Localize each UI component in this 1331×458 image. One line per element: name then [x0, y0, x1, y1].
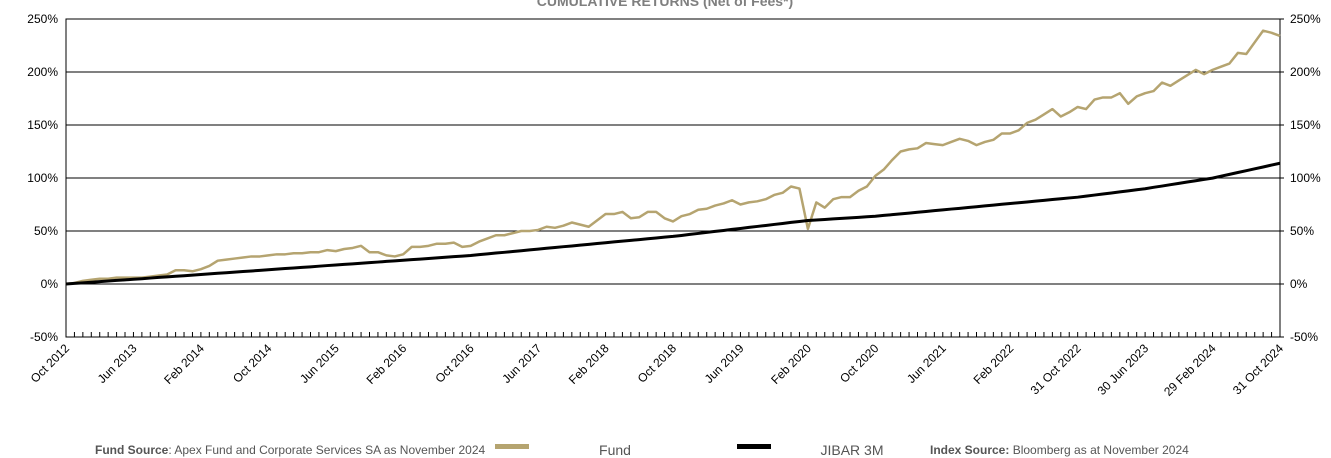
x-tick-label: Jun 2015 [297, 341, 342, 386]
y-tick-label: 100% [27, 171, 58, 185]
x-tick-label: Feb 2020 [768, 341, 814, 387]
y2-tick-label: 250% [1290, 12, 1321, 26]
fund-source-label: Fund Source [95, 443, 169, 457]
x-tick-label: Jun 2013 [95, 341, 140, 386]
x-tick-label: 31 Oct 2022 [1028, 341, 1084, 397]
x-tick-label: Feb 2022 [971, 341, 1017, 387]
legend-label: Fund [599, 442, 631, 458]
y2-tick-label: 100% [1290, 171, 1321, 185]
y-tick-label: 0% [41, 277, 59, 291]
y2-tick-label: 0% [1290, 277, 1308, 291]
x-tick-label: Oct 2014 [230, 341, 275, 386]
index-source-text: Bloomberg as at November 2024 [1009, 443, 1189, 457]
x-tick-label: Jun 2019 [702, 341, 747, 386]
y2-tick-label: 200% [1290, 65, 1321, 79]
legend-swatch [495, 444, 529, 449]
x-tick-label: 31 Oct 2024 [1230, 341, 1286, 397]
x-tick-label: Jun 2017 [499, 341, 544, 386]
y2-tick-label: 150% [1290, 118, 1321, 132]
x-tick-label: Feb 2018 [566, 341, 612, 387]
series-line [65, 161, 1281, 286]
y-tick-label: 200% [27, 65, 58, 79]
series-line [65, 29, 1281, 286]
x-tick-label: Feb 2014 [161, 341, 207, 387]
x-tick-label: Oct 2020 [837, 341, 882, 386]
index-source: Index Source: Bloomberg as at November 2… [930, 443, 1189, 457]
chart-title: CUMULATIVE RETURNS (Net of Fees*) [537, 0, 793, 9]
fund-source: Fund Source: Apex Fund and Corporate Ser… [95, 443, 486, 457]
y2-tick-label: -50% [1290, 330, 1318, 344]
legend-swatch [737, 444, 771, 449]
x-tick-label: 29 Feb 2024 [1161, 341, 1219, 399]
y-tick-label: 50% [34, 224, 58, 238]
x-tick-label: 30 Jun 2023 [1095, 341, 1152, 398]
legend-label: JIBAR 3M [820, 442, 883, 458]
index-source-label: Index Source: [930, 443, 1009, 457]
x-tick-label: Jun 2021 [904, 341, 949, 386]
x-tick-label: Oct 2012 [28, 341, 73, 386]
y-tick-label: -50% [30, 330, 58, 344]
x-tick-label: Feb 2016 [364, 341, 410, 387]
y-tick-label: 150% [27, 118, 58, 132]
fund-source-text: : Apex Fund and Corporate Services SA as… [168, 443, 485, 457]
y2-tick-label: 50% [1290, 224, 1314, 238]
x-tick-label: Oct 2016 [432, 341, 477, 386]
x-tick-label: Oct 2018 [635, 341, 680, 386]
y-tick-label: 250% [27, 12, 58, 26]
